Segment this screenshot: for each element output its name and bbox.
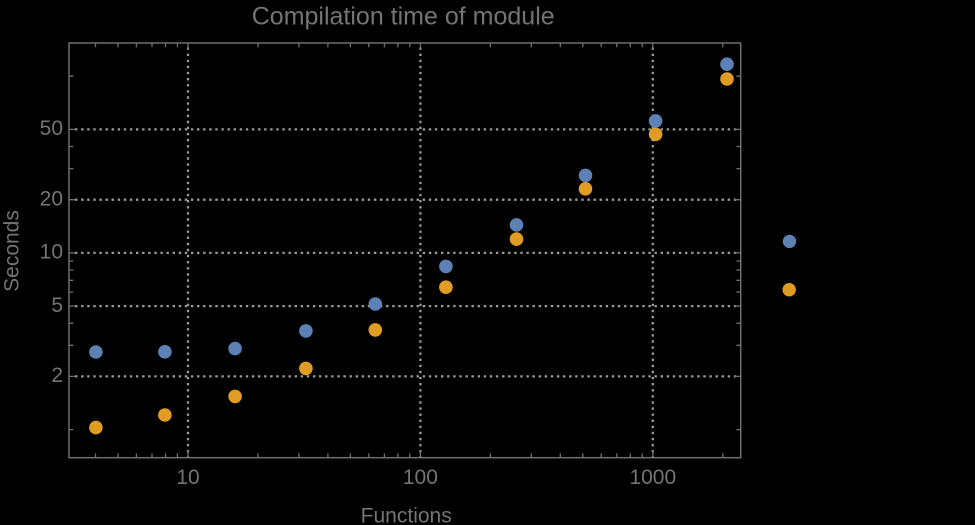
svg-text:10: 10 — [40, 241, 63, 264]
svg-text:Functions: Functions — [361, 504, 452, 525]
svg-text:50: 50 — [40, 117, 63, 140]
svg-text:20: 20 — [40, 187, 63, 210]
svg-text:1000: 1000 — [629, 466, 676, 489]
svg-text:Compilation time of module: Compilation time of module — [252, 3, 555, 31]
svg-text:2: 2 — [51, 364, 63, 387]
svg-text:Seconds: Seconds — [1, 210, 24, 292]
svg-text:100: 100 — [403, 466, 438, 489]
svg-text:10: 10 — [176, 466, 199, 489]
svg-text:5: 5 — [51, 294, 63, 317]
